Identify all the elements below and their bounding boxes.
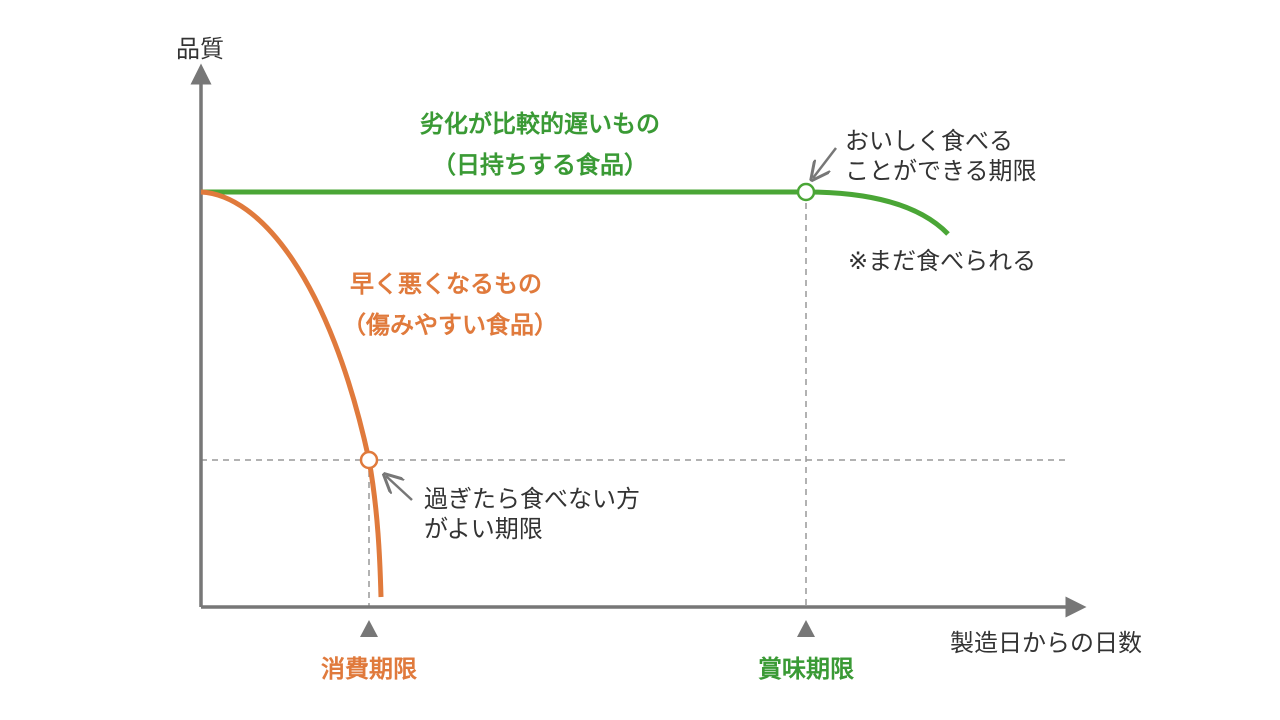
guides (201, 192, 1068, 607)
fast-label: （傷みやすい食品） (342, 311, 558, 339)
fast-label: 早く悪くなるもの (350, 270, 542, 298)
slow-point-label: おいしく食べる (845, 127, 1013, 155)
fast-point (359, 450, 379, 470)
slow-label: 劣化が比較的遅いもの (420, 110, 660, 138)
slow-point (796, 182, 816, 202)
slow-note: ※まだ食べられる (848, 247, 1036, 275)
marker-triangle (797, 620, 815, 637)
pointer (813, 147, 837, 178)
x-axis-label: 製造日からの日数 (950, 629, 1142, 657)
slow-deadline: 賞味期限 (758, 655, 854, 683)
fast-curve (200, 189, 384, 598)
marker-triangle (360, 620, 378, 637)
y-axis-label: 品質 (176, 35, 224, 63)
pointer (386, 476, 413, 501)
slow-label: （日持ちする食品） (432, 151, 648, 179)
fast-deadline: 消費期限 (321, 655, 417, 683)
fast-point-label: がよい期限 (424, 515, 543, 543)
slow-point-label: ことができる期限 (845, 157, 1037, 185)
fast-point-label: 過ぎたら食べない方 (424, 485, 640, 513)
slow-curve (201, 189, 950, 236)
